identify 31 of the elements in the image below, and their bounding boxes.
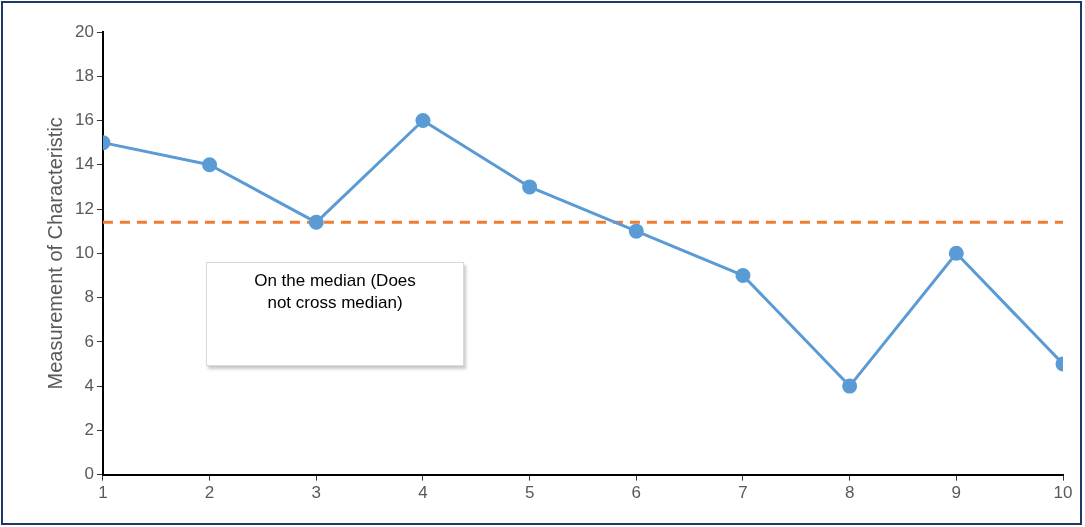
point xyxy=(202,157,218,173)
y-tick-label: 8 xyxy=(84,287,94,307)
y-tick-label: 0 xyxy=(84,464,94,484)
y-tick-label: 6 xyxy=(84,331,94,351)
point xyxy=(948,245,964,261)
x-tick-label: 8 xyxy=(844,483,855,503)
x-tick-label: 1 xyxy=(98,483,108,503)
y-tick-label: 16 xyxy=(74,110,94,130)
point xyxy=(415,113,431,129)
point xyxy=(308,214,324,230)
x-tick-label: 9 xyxy=(951,483,962,503)
x-tick-label: 7 xyxy=(738,483,748,503)
point xyxy=(628,223,644,239)
y-tick-label: 14 xyxy=(74,154,94,174)
point xyxy=(842,378,858,394)
point xyxy=(522,179,538,195)
y-tick-label: 18 xyxy=(74,65,94,85)
x-tick-label: 10 xyxy=(1053,483,1073,503)
x-tick-label: 3 xyxy=(311,483,321,503)
x-tick-label: 2 xyxy=(204,483,215,503)
y-tick-label: 4 xyxy=(84,375,94,395)
y-tick-label: 20 xyxy=(74,21,94,41)
point xyxy=(735,267,751,283)
x-tick-label: 6 xyxy=(631,483,642,503)
x-tick-label: 4 xyxy=(418,483,428,503)
x-tick-label: 5 xyxy=(524,483,535,503)
annotation: On the median (Does not cross median) xyxy=(253,270,417,314)
y-axis-title: Measurement of Characteristic xyxy=(43,117,66,390)
y-tick-label: 10 xyxy=(74,242,94,262)
y-tick-label: 2 xyxy=(84,420,94,440)
y-tick-label: 12 xyxy=(74,198,94,218)
